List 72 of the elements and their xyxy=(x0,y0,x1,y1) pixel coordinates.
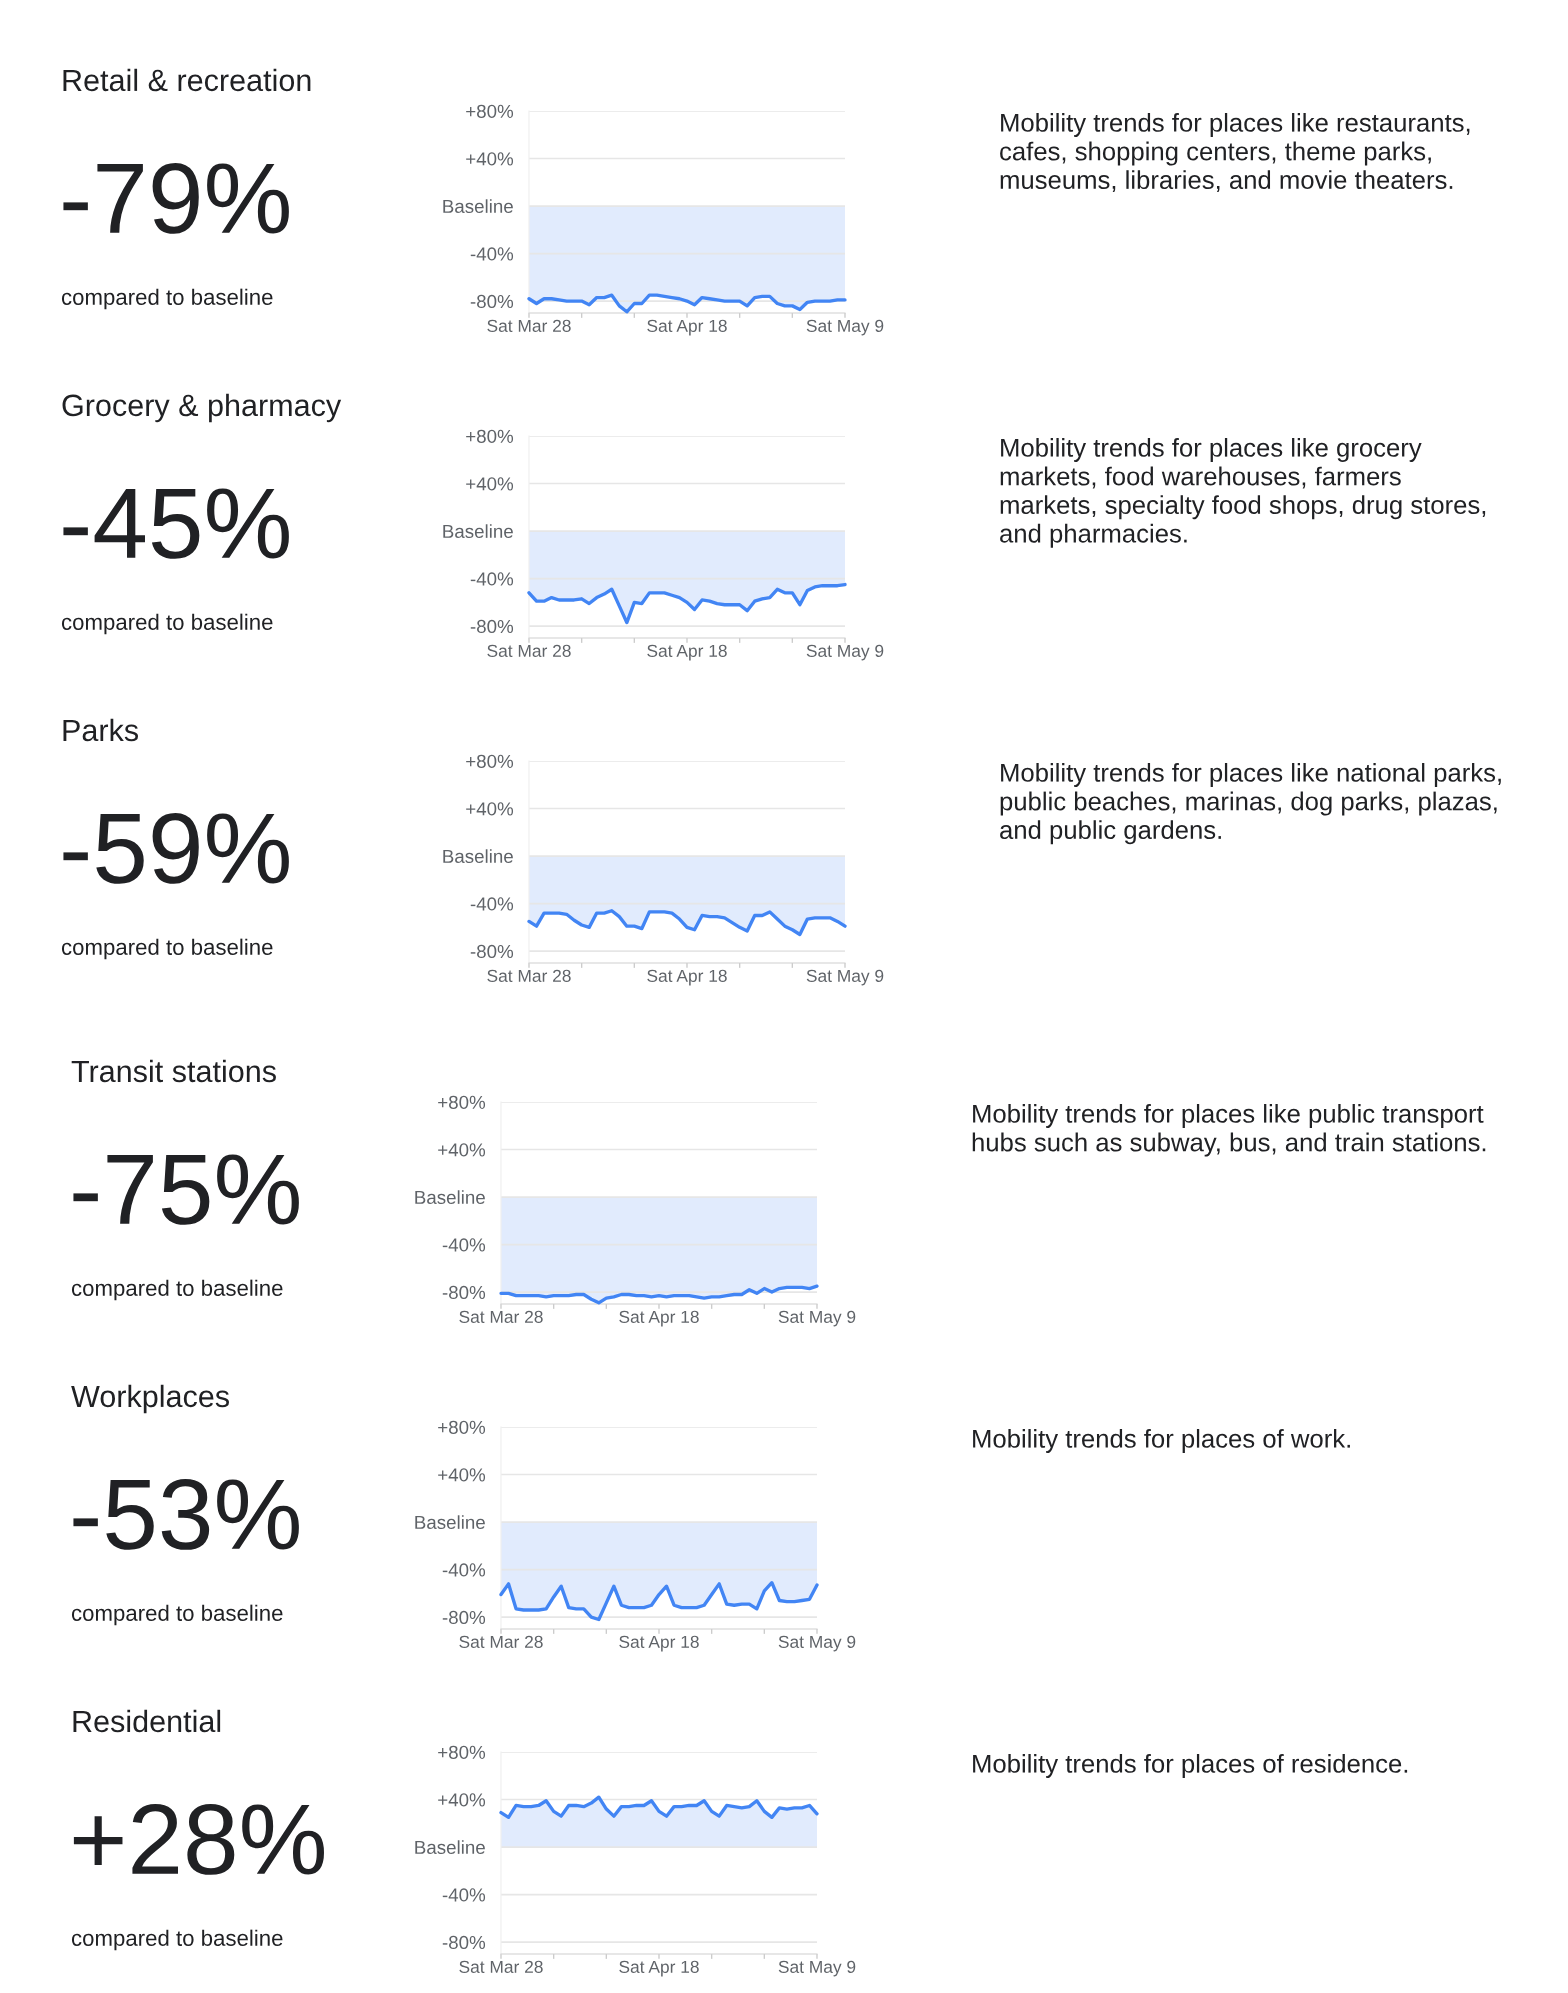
y-tick-label: -80% xyxy=(470,944,514,959)
y-tick-label: -40% xyxy=(442,1888,486,1902)
x-tick-label: Sat May 9 xyxy=(778,1960,856,1977)
text: -45% xyxy=(63,488,289,559)
y-tick-label: Baseline xyxy=(443,849,513,864)
y-tick-label: -40% xyxy=(442,1238,486,1252)
y-tick-label: +40% xyxy=(438,1143,486,1157)
x-tick-label: Sat Apr 18 xyxy=(619,1635,699,1652)
text: Mobility trends for places like restaurants, cafes, shopping centers, theme parks, museums, libraries, and movie theaters. xyxy=(1000,113,1470,193)
text: Mobility trends for places like national parks, public beaches, marinas, dog parks, plazas, and public gardens. xyxy=(1000,763,1501,845)
x-tick-label: Sat May 9 xyxy=(806,644,884,661)
text: -79% xyxy=(63,163,289,234)
text: Residential xyxy=(73,1709,221,1733)
y-tick-label: +80% xyxy=(466,429,514,443)
y-tick-label: +80% xyxy=(438,1420,486,1434)
y-tick-label: -80% xyxy=(442,1610,486,1625)
y-tick-label: Baseline xyxy=(443,199,513,214)
y-tick-label: Baseline xyxy=(415,1515,485,1530)
text: compared to baseline xyxy=(71,1279,283,1301)
text: compared to baseline xyxy=(61,938,273,960)
y-tick-label: +40% xyxy=(438,1468,486,1482)
text: Workplaces xyxy=(71,1384,229,1414)
y-tick-label: +40% xyxy=(466,152,514,166)
x-tick-label: Sat Apr 18 xyxy=(619,1960,699,1977)
text: compared to baseline xyxy=(71,1604,283,1626)
x-tick-label: Sat Mar 28 xyxy=(487,644,571,657)
x-tick-label: Sat May 9 xyxy=(806,319,884,336)
text: Transit stations xyxy=(71,1059,276,1083)
y-tick-label: +80% xyxy=(466,104,514,118)
y-tick-label: -40% xyxy=(442,1563,486,1577)
x-tick-label: Sat Apr 18 xyxy=(619,1310,699,1327)
y-tick-label: -40% xyxy=(470,897,514,911)
y-tick-label: +80% xyxy=(438,1095,486,1109)
text: -75% xyxy=(73,1154,299,1225)
x-tick-label: Sat Apr 18 xyxy=(647,644,727,661)
y-tick-label: -80% xyxy=(470,294,514,309)
x-tick-label: Sat Mar 28 xyxy=(459,1635,543,1648)
x-tick-label: Sat Mar 28 xyxy=(459,1310,543,1323)
x-tick-label: Sat Apr 18 xyxy=(647,969,727,986)
text: -53% xyxy=(73,1479,299,1550)
y-tick-label: +40% xyxy=(466,802,514,816)
text: Mobility trends for places like public transport hubs such as subway, bus, and train stations. xyxy=(972,1104,1486,1157)
y-tick-label: Baseline xyxy=(415,1190,485,1205)
text: compared to baseline xyxy=(61,613,273,635)
text: Retail & recreation xyxy=(63,68,311,92)
y-tick-label: -40% xyxy=(470,247,514,261)
x-tick-label: Sat May 9 xyxy=(778,1310,856,1327)
y-tick-label: Baseline xyxy=(443,524,513,539)
y-tick-label: -40% xyxy=(470,572,514,586)
text: Mobility trends for places of residence. xyxy=(973,1754,1408,1778)
y-tick-label: -80% xyxy=(442,1285,486,1300)
x-tick-label: Sat Mar 28 xyxy=(459,1960,543,1973)
text: Mobility trends for places of work. xyxy=(973,1429,1350,1453)
text: -59% xyxy=(63,813,289,884)
x-tick-label: Sat May 9 xyxy=(778,1635,856,1652)
y-tick-label: +80% xyxy=(466,754,514,768)
y-tick-label: +80% xyxy=(438,1745,486,1759)
text: compared to baseline xyxy=(61,288,273,310)
y-tick-label: -80% xyxy=(470,619,514,634)
y-tick-label: Baseline xyxy=(415,1840,485,1855)
y-tick-label: +40% xyxy=(466,477,514,491)
text: Parks xyxy=(63,718,138,742)
x-tick-label: Sat Mar 28 xyxy=(487,969,571,982)
x-tick-label: Sat Mar 28 xyxy=(487,319,571,332)
text: Grocery & pharmacy xyxy=(62,393,342,423)
x-tick-label: Sat Apr 18 xyxy=(647,319,727,336)
x-tick-label: Sat May 9 xyxy=(806,969,884,986)
text: +28% xyxy=(73,1804,324,1875)
text: compared to baseline xyxy=(71,1929,283,1951)
y-tick-label: -80% xyxy=(442,1935,486,1950)
text: Mobility trends for places like grocery markets, food warehouses, farmers markets, specialty food shops, drug stores, and pharmacies. xyxy=(1000,438,1486,548)
y-tick-label: +40% xyxy=(438,1793,486,1807)
